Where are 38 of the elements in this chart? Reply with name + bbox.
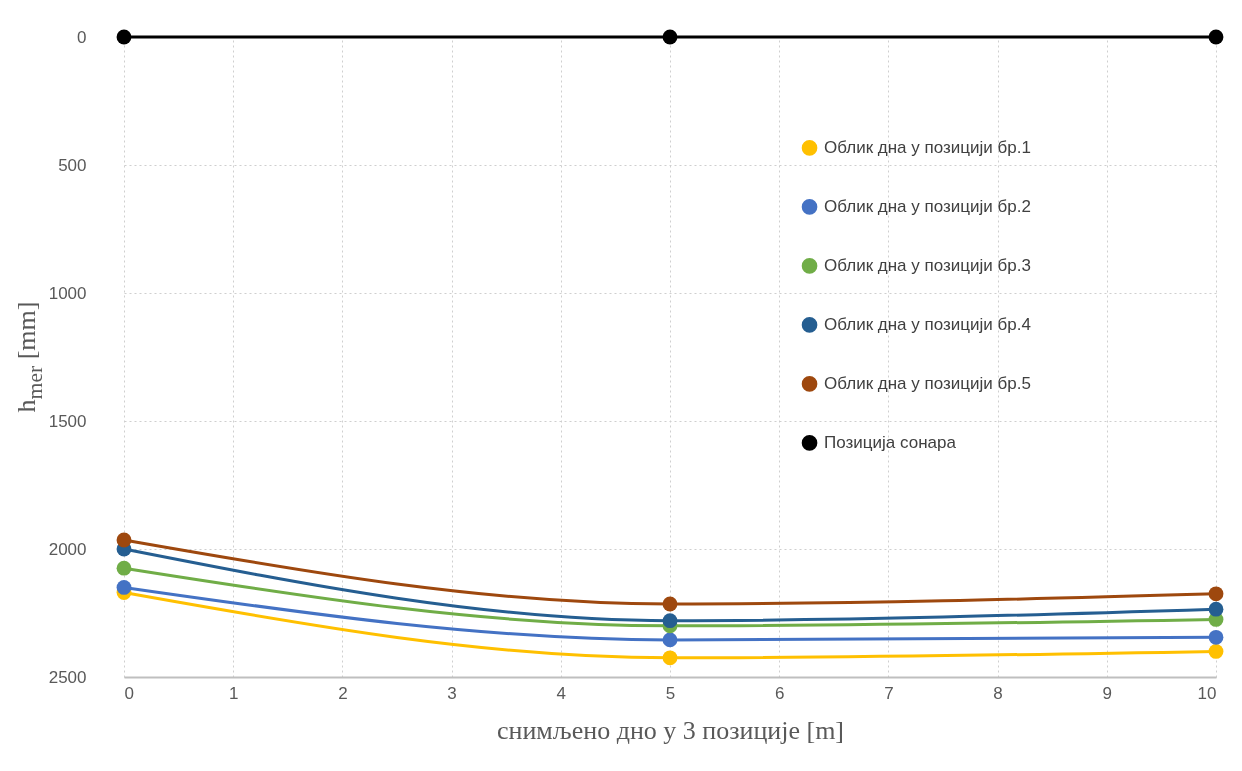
x-tick-label: 0 — [124, 683, 134, 703]
x-axis-title: снимљено дно у 3 позиције [m] — [496, 715, 845, 745]
point — [662, 650, 678, 666]
x-tick-label: 2 — [338, 683, 348, 703]
x-tick-label: 4 — [556, 683, 567, 703]
point — [662, 596, 678, 612]
legend-label: Облик дна у позицији бр.5 — [824, 373, 1031, 393]
point — [662, 29, 678, 45]
point — [1208, 629, 1224, 645]
x-tick-label: 6 — [774, 683, 785, 703]
point — [662, 613, 678, 629]
x-tick-label: 10 — [1197, 683, 1217, 703]
y-tick-label: 0 — [77, 27, 87, 47]
x-tick-label: 5 — [665, 683, 676, 703]
point — [116, 560, 132, 576]
legend-label: Облик дна у позицији бр.4 — [824, 314, 1031, 334]
y-tick-label: 1000 — [48, 283, 87, 303]
point — [116, 532, 132, 548]
x-tick-label: 3 — [447, 683, 457, 703]
x-tick-label: 7 — [884, 683, 894, 703]
point — [1208, 601, 1224, 617]
y-tick-label: 2000 — [48, 539, 87, 559]
x-tick-label: 1 — [228, 683, 239, 703]
point — [1208, 29, 1224, 45]
x-tick-label: 8 — [993, 683, 1003, 703]
point — [662, 632, 678, 648]
point — [1208, 586, 1224, 602]
x-tick-label: 9 — [1102, 683, 1113, 703]
y-tick-label: 500 — [58, 155, 87, 175]
point — [1208, 644, 1224, 659]
y-tick-label: 1500 — [48, 411, 87, 431]
legend-label: Облик дна у позицији бр.2 — [824, 196, 1031, 216]
point — [116, 580, 132, 595]
legend-label: Облик дна у позицији бр.3 — [824, 255, 1031, 275]
y-tick-label: 2500 — [48, 667, 87, 687]
legend-label: Облик дна у позицији бр.1 — [824, 137, 1031, 157]
point — [116, 29, 132, 45]
legend-label: Позиција сонара — [824, 432, 957, 452]
